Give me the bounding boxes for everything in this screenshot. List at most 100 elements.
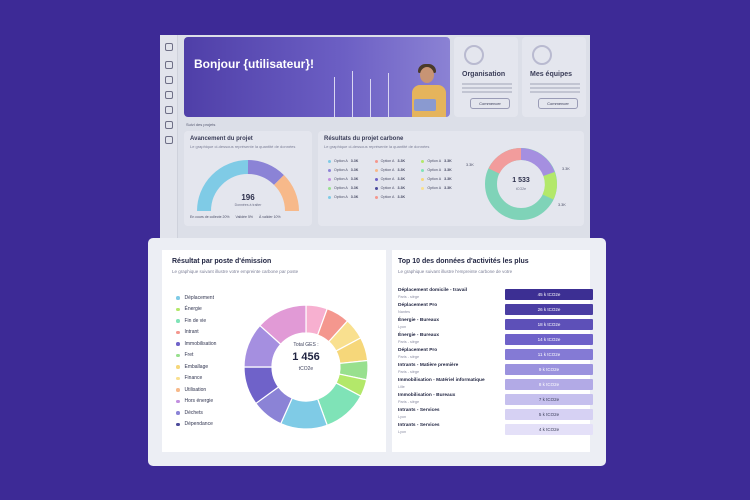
option-dot xyxy=(374,168,378,172)
top10-row[interactable]: Intrants - Services Lyon 5 k tCO2e xyxy=(398,408,593,423)
activity-location: Lyon xyxy=(398,429,407,434)
document-icon[interactable] xyxy=(165,106,173,114)
option-value: 3.3K xyxy=(397,177,406,181)
donut-center: Total GES : 1 456 tCO2e xyxy=(278,342,334,372)
option-value: 3.3K xyxy=(350,177,359,181)
activity-value-bar: 8 k tCO2e xyxy=(505,379,593,390)
progress-center-label: Données à traiter xyxy=(234,203,262,207)
top10-row[interactable]: Déplacement domicile - travail Paris - si… xyxy=(398,288,593,303)
legend-item[interactable]: Énergie xyxy=(176,304,216,316)
option-value: 3.3K xyxy=(444,168,452,172)
organisation-title: Organisation xyxy=(462,71,506,78)
users-icon[interactable] xyxy=(165,136,173,144)
legend-label: Déplacement xyxy=(184,294,214,301)
option-value: 3.3K xyxy=(350,168,359,172)
activity-value-bar: 18 k tCO2e xyxy=(505,319,593,330)
option-label: Option A xyxy=(334,177,348,181)
top10-title: Top 10 des données d'activités les plus xyxy=(398,258,529,265)
network-icon[interactable] xyxy=(165,76,173,84)
legend-dot xyxy=(176,365,180,369)
teams-icon xyxy=(532,45,552,65)
option-label: Option A xyxy=(427,177,442,181)
activity-name: Déplacement Pro xyxy=(398,348,438,353)
legend-item[interactable]: Hors énergie xyxy=(176,396,216,408)
top10-row[interactable]: Intrants - Matière première Paris - siège… xyxy=(398,363,593,378)
carbon-option-item: Option A 3.3K xyxy=(328,186,375,190)
activity-name: Déplacement Pro xyxy=(398,303,438,308)
legend-item[interactable]: Fret xyxy=(176,350,216,362)
option-label: Option A xyxy=(380,159,395,163)
option-label: Option A xyxy=(334,159,348,163)
option-dot xyxy=(328,168,331,172)
grid-icon[interactable] xyxy=(165,61,173,69)
legend-item[interactable]: Emballage xyxy=(176,361,216,373)
carbon-option-item: Option A 3.3K xyxy=(421,186,468,190)
welcome-banner: Bonjour {utilisateur}! xyxy=(184,37,450,117)
option-dot xyxy=(328,186,331,190)
legend-label: Immobilisation xyxy=(184,340,217,347)
legend-item[interactable]: Immobilisation xyxy=(176,338,216,350)
top10-row[interactable]: Déplacement Pro Paris - siège 11 k tCO2e xyxy=(398,348,593,363)
top10-row[interactable]: Déplacement Pro Nantes 26 k tCO2e xyxy=(398,303,593,318)
carbon-option-item: Option A 3.3K xyxy=(374,159,422,163)
option-dot xyxy=(421,159,425,163)
carbon-option-item: Option A 3.3K xyxy=(421,159,468,163)
option-dot xyxy=(374,177,378,181)
option-label: Option A xyxy=(427,186,442,190)
donut-segment[interactable] xyxy=(259,304,307,346)
top10-row[interactable]: Intrants - Services Lyon 4 k tCO2e xyxy=(398,423,593,438)
option-label: Option A xyxy=(380,168,395,172)
legend-dot xyxy=(176,342,180,346)
option-value: 3.3K xyxy=(444,186,452,190)
emission-subtitle: Le graphique suivant illustre votre empr… xyxy=(172,269,299,274)
carbon-option-item: Option A 3.3K xyxy=(421,168,468,172)
organisation-start-button[interactable]: Commencer xyxy=(470,98,510,109)
top10-row[interactable]: Énergie - Bureaux Lyon 18 k tCO2e xyxy=(398,318,593,333)
eye-icon[interactable] xyxy=(165,121,173,129)
top10-row[interactable]: Immobilisation - Bureaux Paris - siège 7 k… xyxy=(398,393,593,408)
option-dot xyxy=(328,195,331,199)
activity-name: Immobilisation - Matériel informatique xyxy=(398,378,485,383)
option-value: 3.3K xyxy=(397,168,406,172)
teams-title: Mes équipes xyxy=(530,71,573,78)
legend-dot xyxy=(176,353,180,357)
activity-name: Énergie - Bureaux xyxy=(398,333,440,338)
legend-item[interactable]: Intrant xyxy=(176,327,216,339)
legend-dot xyxy=(176,319,180,323)
top10-row[interactable]: Énergie - Bureaux Paris - siège 14 k tCO2e xyxy=(398,333,593,348)
progress-title: Avancement du projet xyxy=(190,136,253,142)
welcome-title: Bonjour {utilisateur}! xyxy=(194,57,315,71)
option-value: 3.3K xyxy=(350,186,359,190)
progress-card: Avancement du projet Le graphique ci-des… xyxy=(184,131,312,226)
legend-label: Emballage xyxy=(184,363,209,370)
activity-location: Paris - siège xyxy=(398,294,420,299)
carbon-option-item: Option A 3.3K xyxy=(374,168,422,172)
teams-start-button[interactable]: Commencer xyxy=(538,98,578,109)
legend-item[interactable]: Fin de vie xyxy=(176,315,216,327)
activity-name: Intrants - Services xyxy=(398,423,440,428)
emission-card: Résultat par poste d'émission Le graphiq… xyxy=(162,250,386,452)
carbon-center-unit: tCO2e xyxy=(515,187,527,191)
carbon-option-item: Option A 3.3K xyxy=(421,177,468,181)
activity-value-bar: 11 k tCO2e xyxy=(505,349,593,360)
top10-row[interactable]: Immobilisation - Matériel informatique Li… xyxy=(398,378,593,393)
legend-item[interactable]: Finance xyxy=(176,373,216,385)
carbon-donut-label: 3.3K xyxy=(558,203,566,207)
home-icon[interactable] xyxy=(165,43,173,51)
option-value: 3.3K xyxy=(397,159,406,163)
option-label: Option A xyxy=(427,168,442,172)
legend-dot xyxy=(176,376,180,380)
activity-value-bar: 4 k tCO2e xyxy=(505,424,593,435)
activity-name: Énergie - Bureaux xyxy=(398,318,440,323)
total-value: 1 456 xyxy=(292,351,320,363)
legend-item[interactable]: Dépendance xyxy=(176,419,216,431)
legend-item[interactable]: Déplacement xyxy=(176,292,216,304)
layers-icon[interactable] xyxy=(165,91,173,99)
legend-item[interactable]: Utilisation xyxy=(176,384,216,396)
legend-item[interactable]: Déchets xyxy=(176,407,216,419)
sidebar xyxy=(160,35,178,270)
option-dot xyxy=(374,195,378,199)
activity-location: Paris - siège xyxy=(398,339,420,344)
option-label: Option A xyxy=(380,177,395,181)
carbon-results-title: Résultats du projet carbone xyxy=(324,136,404,142)
